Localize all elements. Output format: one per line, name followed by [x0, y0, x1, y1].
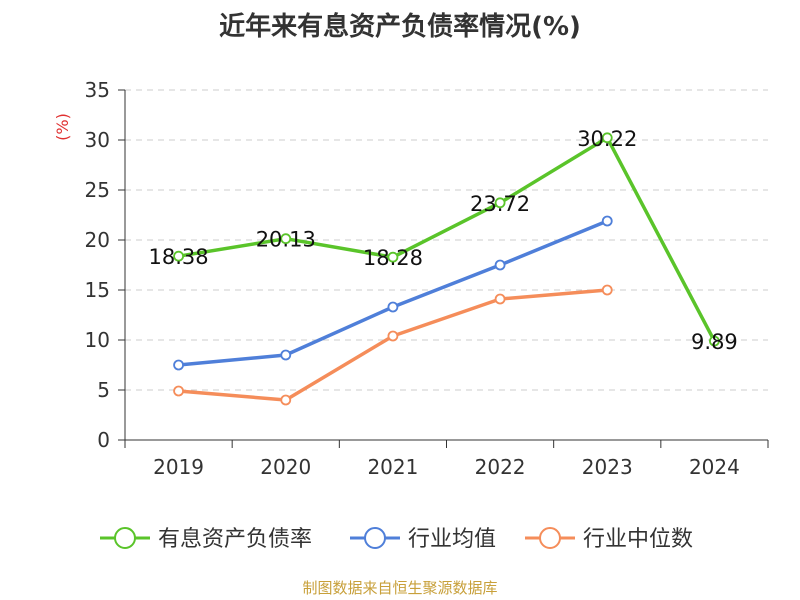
legend-marker	[364, 527, 386, 549]
x-tick-label: 2021	[367, 455, 418, 479]
legend-marker	[114, 527, 136, 549]
legend-label: 有息资产负债率	[158, 527, 312, 552]
x-tick-label: 2023	[582, 455, 633, 479]
legend-marker	[539, 527, 561, 549]
data-point	[387, 330, 399, 342]
axes: 0 5 10 15 20 25 30 35 (%) 2019 2020 2021 2022 2023 202…	[53, 78, 769, 479]
data-point	[601, 284, 613, 296]
y-tick-label: 35	[85, 78, 110, 102]
data-label: 23.72	[470, 192, 530, 216]
data-point	[494, 259, 506, 271]
data-point	[173, 385, 184, 397]
data-point	[709, 335, 720, 347]
series-lines	[173, 132, 720, 406]
data-point	[601, 215, 613, 227]
data-label: 20.13	[256, 228, 316, 252]
y-tick-label: 15	[85, 278, 110, 302]
series-line-0	[178, 136, 716, 342]
data-label: 30.22	[577, 127, 637, 151]
x-tick-label: 2019	[153, 455, 204, 479]
data-labels: 18.38 20.13 18.28 23.72 30.22 9.89	[149, 127, 738, 354]
data-point	[494, 197, 506, 209]
data-point	[387, 301, 399, 313]
y-tick-label: 0	[97, 428, 110, 452]
data-point	[494, 293, 506, 305]
y-axis-label: (%)	[53, 113, 72, 141]
y-tick-label: 20	[85, 228, 110, 252]
y-tick-label: 30	[85, 128, 110, 152]
x-tick-label: 2020	[260, 455, 311, 479]
grid-lines	[125, 89, 768, 391]
y-tick-label: 5	[97, 378, 110, 402]
data-point	[280, 233, 292, 245]
legend[interactable]: 有息资产负债率 行业均值 行业中位数	[100, 527, 693, 552]
data-point	[173, 359, 184, 371]
data-point	[387, 251, 399, 263]
data-point	[280, 394, 292, 406]
source-note: 制图数据来自恒生聚源数据库	[302, 579, 498, 597]
data-point	[280, 349, 292, 361]
chart-title: 近年来有息资产负债率情况(%)	[219, 12, 581, 42]
x-tick-label: 2024	[689, 455, 740, 479]
data-label: 18.38	[149, 245, 209, 269]
data-label: 9.89	[691, 330, 738, 354]
data-point	[173, 250, 184, 262]
series-line-1	[178, 219, 608, 367]
data-label: 18.28	[363, 246, 423, 270]
legend-label: 行业中位数	[583, 527, 693, 552]
y-tick-label: 25	[85, 178, 110, 202]
x-tick-label: 2022	[475, 455, 526, 479]
data-point	[601, 132, 613, 144]
legend-label: 行业均值	[408, 527, 496, 552]
y-tick-label: 10	[85, 328, 110, 352]
